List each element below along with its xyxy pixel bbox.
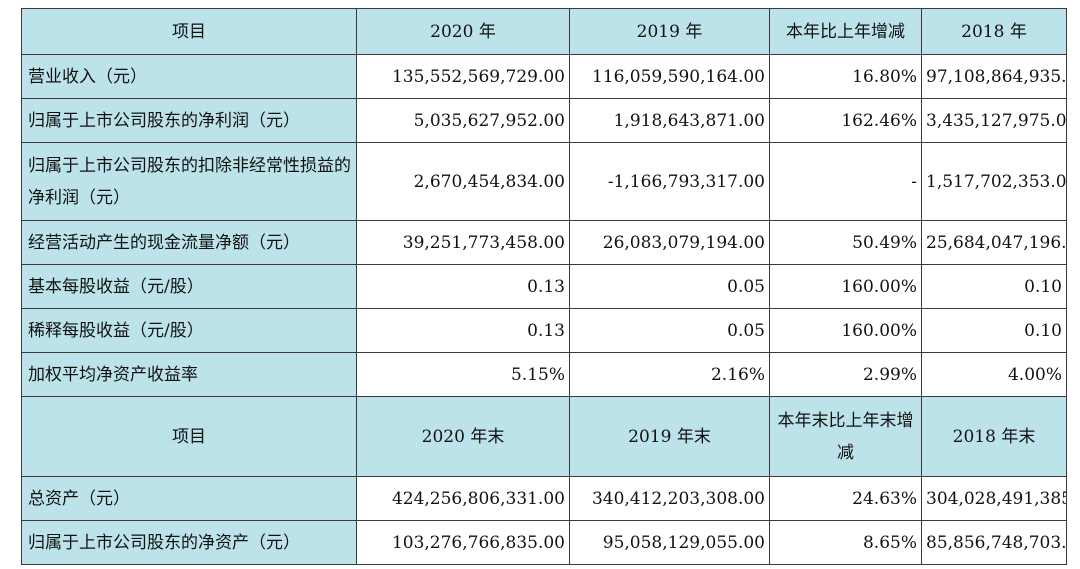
header-cell-2020: 2020 年 — [356, 8, 570, 55]
value-2020: 5,035,627,952.00 — [356, 98, 570, 143]
row-label: 总资产（元） — [21, 476, 357, 521]
header-cell-2019-end: 2019 年末 — [569, 396, 770, 477]
header-cell-2018-end: 2018 年末 — [921, 396, 1067, 477]
value-change: 160.00% — [769, 308, 922, 353]
row-label: 归属于上市公司股东的净利润（元） — [21, 98, 357, 143]
row-label: 归属于上市公司股东的净资产（元） — [21, 520, 357, 565]
value-change: 50.49% — [769, 220, 922, 265]
header-cell-item: 项目 — [21, 396, 357, 477]
value-2019: 340,412,203,308.00 — [569, 476, 770, 521]
value-2018: 85,856,748,703.00 — [921, 520, 1067, 565]
value-2020: 2,670,454,834.00 — [356, 142, 570, 221]
value-2020: 5.15% — [356, 352, 570, 397]
value-2019: 0.05 — [569, 264, 770, 309]
table-row: 加权平均净资产收益率 5.15% 2.16% 2.99% 4.00% — [21, 352, 1067, 397]
row-label: 归属于上市公司股东的扣除非经常性损益的净利润（元） — [21, 142, 357, 221]
header-cell-change-end: 本年末比上年末增减 — [769, 396, 922, 477]
value-2018: 0.10 — [921, 308, 1067, 353]
row-label: 基本每股收益（元/股） — [21, 264, 357, 309]
row-label: 营业收入（元） — [21, 54, 357, 99]
table-row: 总资产（元） 424,256,806,331.00 340,412,203,30… — [21, 476, 1067, 521]
table-row: 营业收入（元） 135,552,569,729.00 116,059,590,1… — [21, 54, 1067, 99]
header-cell-change: 本年比上年增减 — [769, 8, 922, 55]
header-cell-item: 项目 — [21, 8, 357, 55]
header-cell-2018: 2018 年 — [921, 8, 1067, 55]
row-label: 经营活动产生的现金流量净额（元） — [21, 220, 357, 265]
value-2018: 0.10 — [921, 264, 1067, 309]
value-2020: 39,251,773,458.00 — [356, 220, 570, 265]
value-2020: 424,256,806,331.00 — [356, 476, 570, 521]
value-change: 8.65% — [769, 520, 922, 565]
table-row: 稀释每股收益（元/股） 0.13 0.05 160.00% 0.10 — [21, 308, 1067, 353]
value-2020: 0.13 — [356, 264, 570, 309]
value-change: 2.99% — [769, 352, 922, 397]
header-cell-2019: 2019 年 — [569, 8, 770, 55]
financial-summary-table: 项目 2020 年 2019 年 本年比上年增减 2018 年 营业收入（元） … — [21, 8, 1067, 565]
value-2018: 304,028,491,385.00 — [921, 476, 1067, 521]
value-2019: -1,166,793,317.00 — [569, 142, 770, 221]
value-2019: 0.05 — [569, 308, 770, 353]
table-row: 归属于上市公司股东的净利润（元） 5,035,627,952.00 1,918,… — [21, 98, 1067, 143]
table-row: 归属于上市公司股东的净资产（元） 103,276,766,835.00 95,0… — [21, 520, 1067, 565]
row-label: 加权平均净资产收益率 — [21, 352, 357, 397]
header-cell-2020-end: 2020 年末 — [356, 396, 570, 477]
table-header-row: 项目 2020 年末 2019 年末 本年末比上年末增减 2018 年末 — [21, 396, 1067, 477]
value-change: - — [769, 142, 922, 221]
table-row: 归属于上市公司股东的扣除非经常性损益的净利润（元） 2,670,454,834.… — [21, 142, 1067, 221]
value-change: 160.00% — [769, 264, 922, 309]
table-row: 经营活动产生的现金流量净额（元） 39,251,773,458.00 26,08… — [21, 220, 1067, 265]
value-2020: 0.13 — [356, 308, 570, 353]
value-change: 24.63% — [769, 476, 922, 521]
value-2020: 135,552,569,729.00 — [356, 54, 570, 99]
value-2019: 2.16% — [569, 352, 770, 397]
value-change: 16.80% — [769, 54, 922, 99]
value-2019: 95,058,129,055.00 — [569, 520, 770, 565]
value-2018: 97,108,864,935.00 — [921, 54, 1067, 99]
value-2019: 116,059,590,164.00 — [569, 54, 770, 99]
value-2018: 4.00% — [921, 352, 1067, 397]
table-row: 基本每股收益（元/股） 0.13 0.05 160.00% 0.10 — [21, 264, 1067, 309]
row-label: 稀释每股收益（元/股） — [21, 308, 357, 353]
value-2018: 1,517,702,353.00 — [921, 142, 1067, 221]
value-2019: 26,083,079,194.00 — [569, 220, 770, 265]
value-2020: 103,276,766,835.00 — [356, 520, 570, 565]
value-2018: 25,684,047,196.00 — [921, 220, 1067, 265]
value-2019: 1,918,643,871.00 — [569, 98, 770, 143]
value-2018: 3,435,127,975.00 — [921, 98, 1067, 143]
value-change: 162.46% — [769, 98, 922, 143]
table-header-row: 项目 2020 年 2019 年 本年比上年增减 2018 年 — [21, 8, 1067, 55]
